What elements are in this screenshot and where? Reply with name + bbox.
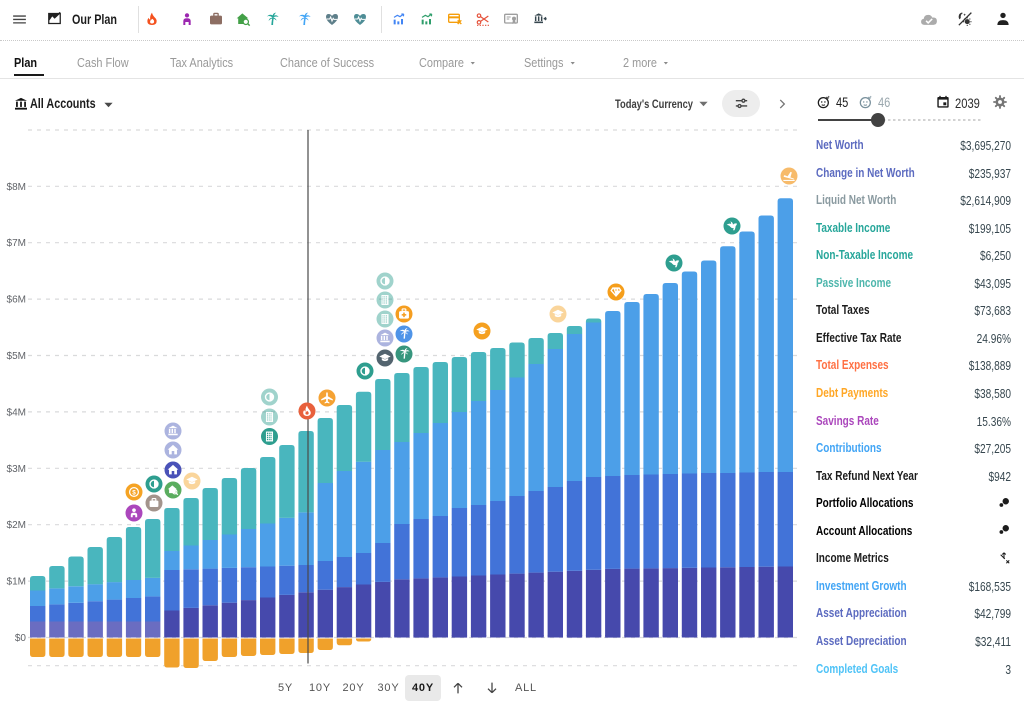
svg-text:$2M: $2M (7, 520, 26, 531)
svg-text:$1M: $1M (7, 577, 26, 588)
svg-text:$: $ (132, 489, 136, 496)
svg-text:$3M: $3M (7, 464, 26, 475)
svg-text:$5M: $5M (7, 351, 26, 362)
svg-text:$0: $0 (15, 633, 27, 644)
svg-text:$4M: $4M (7, 407, 26, 418)
svg-text:$7M: $7M (7, 238, 26, 249)
svg-text:$6M: $6M (7, 295, 26, 306)
svg-text:$8M: $8M (7, 182, 26, 193)
